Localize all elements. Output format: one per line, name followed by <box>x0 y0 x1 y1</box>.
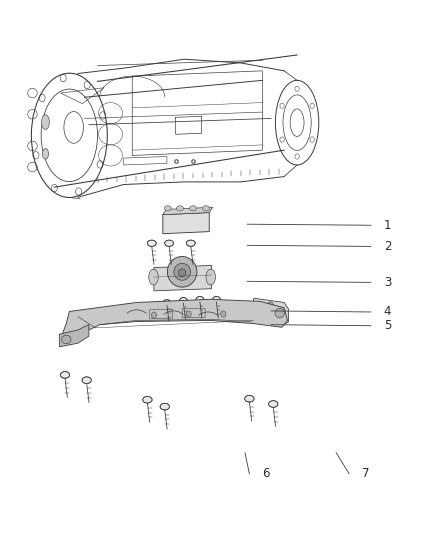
Ellipse shape <box>163 300 171 305</box>
Text: 2: 2 <box>384 240 392 253</box>
Polygon shape <box>63 300 287 345</box>
Ellipse shape <box>177 206 184 211</box>
Polygon shape <box>251 298 288 326</box>
Ellipse shape <box>160 403 170 410</box>
Ellipse shape <box>178 269 186 277</box>
Text: 5: 5 <box>384 319 391 332</box>
Ellipse shape <box>196 296 204 302</box>
Ellipse shape <box>60 372 70 378</box>
Polygon shape <box>163 207 213 215</box>
Ellipse shape <box>275 308 285 318</box>
Ellipse shape <box>190 206 196 211</box>
Polygon shape <box>154 265 212 291</box>
Polygon shape <box>60 325 89 347</box>
Ellipse shape <box>143 397 152 403</box>
Ellipse shape <box>42 115 49 130</box>
Ellipse shape <box>61 335 71 344</box>
Circle shape <box>221 311 226 317</box>
Polygon shape <box>78 301 254 318</box>
Text: 1: 1 <box>384 219 392 232</box>
Ellipse shape <box>245 395 254 402</box>
Ellipse shape <box>174 263 191 280</box>
Text: 4: 4 <box>384 305 392 319</box>
Ellipse shape <box>165 240 173 246</box>
Ellipse shape <box>164 206 171 211</box>
Ellipse shape <box>42 149 49 159</box>
Circle shape <box>267 302 274 310</box>
Text: 7: 7 <box>362 467 370 480</box>
Ellipse shape <box>180 297 187 303</box>
Ellipse shape <box>149 269 158 285</box>
Ellipse shape <box>187 240 195 246</box>
Ellipse shape <box>202 206 209 211</box>
Circle shape <box>186 311 191 317</box>
Ellipse shape <box>167 256 197 287</box>
Ellipse shape <box>206 269 215 285</box>
Ellipse shape <box>268 401 278 407</box>
Polygon shape <box>163 213 209 233</box>
Ellipse shape <box>147 240 156 246</box>
Circle shape <box>151 312 156 318</box>
Ellipse shape <box>212 296 220 302</box>
Circle shape <box>267 312 274 321</box>
Text: 6: 6 <box>262 467 270 480</box>
Ellipse shape <box>82 377 92 384</box>
Text: 3: 3 <box>384 276 391 289</box>
